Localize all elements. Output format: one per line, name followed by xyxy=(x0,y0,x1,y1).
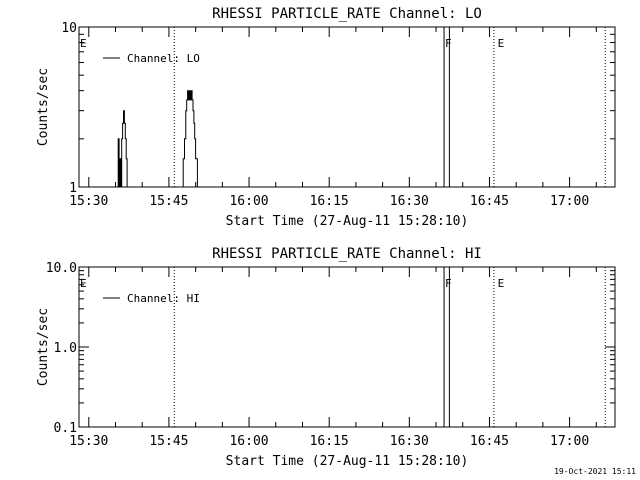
panel-1-x-axis-label: Start Time (27-Aug-11 15:28:10) xyxy=(226,214,469,229)
panel-2-y-axis-label: Counts/sec xyxy=(36,308,51,386)
panel-2-x-tick-label: 15:45 xyxy=(149,434,188,449)
panel-1-x-tick-label: 17:00 xyxy=(550,194,589,209)
panel-2-x-axis-label: Start Time (27-Aug-11 15:28:10) xyxy=(226,454,469,469)
panel-1-title: RHESSI PARTICLE_RATE Channel: LO xyxy=(212,6,482,22)
panel-2-x-tick-label: 16:00 xyxy=(229,434,268,449)
panel-1-frame xyxy=(78,26,616,188)
footer-timestamp: 19-Oct-2021 15:11 xyxy=(554,467,636,476)
panel-2-legend-label: Channel: HI xyxy=(127,292,200,305)
panel-2-title: RHESSI PARTICLE_RATE Channel: HI xyxy=(212,246,482,262)
panel-2-x-tick-label: 16:30 xyxy=(390,434,429,449)
panel-2-marker-label: E xyxy=(498,277,505,290)
panel-2-x-tick-label: 16:15 xyxy=(310,434,349,449)
panel-1-y-tick-label: 10 xyxy=(61,21,77,36)
panel-1-marker-label: E xyxy=(80,37,87,50)
panel-2-marker-label: E xyxy=(80,277,87,290)
panel-1-marker-label: E xyxy=(498,37,505,50)
panel-1-x-tick-label: 15:45 xyxy=(149,194,188,209)
panel-1-x-tick-label: 16:30 xyxy=(390,194,429,209)
panel-2-x-tick-label: 15:30 xyxy=(69,434,108,449)
panel-2-x-tick-label: 17:00 xyxy=(550,434,589,449)
panel-2-y-tick-label: 10.0 xyxy=(46,261,77,276)
panel-2-x-tick-label: 16:45 xyxy=(470,434,509,449)
panel-1-legend-label: Channel: LO xyxy=(127,52,200,65)
panel-1-x-tick-label: 16:45 xyxy=(470,194,509,209)
panel-1-x-tick-label: 15:30 xyxy=(69,194,108,209)
panel-1-x-tick-label: 16:15 xyxy=(310,194,349,209)
panel-1-y-axis-label: Counts/sec xyxy=(36,68,51,146)
panel-2-y-tick-label: 1.0 xyxy=(54,341,77,356)
panel-1-flag-label: F xyxy=(445,37,452,50)
panel-2-flag-label: F xyxy=(445,277,452,290)
panel-1-series-1-line xyxy=(115,90,200,188)
panel-1-x-tick-label: 16:00 xyxy=(229,194,268,209)
panel-2-y-tick-label: 0.1 xyxy=(54,421,77,436)
panel-1-y-tick-label: 1 xyxy=(69,181,77,196)
